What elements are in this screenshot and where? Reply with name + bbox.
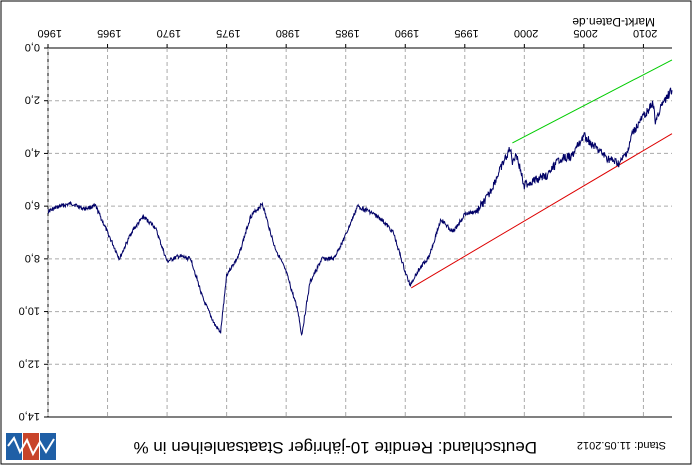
x-tick-label: 2000 bbox=[514, 27, 538, 39]
logo-tile-1 bbox=[6, 433, 22, 460]
upper-trend-line bbox=[512, 59, 673, 144]
x-tick-label: 1965 bbox=[97, 27, 121, 39]
source-label: Markt-Daten.de bbox=[572, 15, 655, 29]
chart-title: Deutschland: Rendite 10-jähriger Staatsa… bbox=[133, 438, 537, 457]
y-tick-label: 10,0 bbox=[19, 305, 40, 317]
x-tick-label: 1970 bbox=[157, 27, 181, 39]
x-tick-label: 1980 bbox=[276, 27, 300, 39]
logo-wave bbox=[7, 436, 55, 457]
y-tick-label: 12,0 bbox=[19, 357, 40, 369]
date-stamp: Stand: 11.05.2012 bbox=[577, 439, 666, 451]
lower-trend-line bbox=[410, 133, 673, 289]
x-tick-label: 1960 bbox=[38, 27, 62, 39]
logo-tile-3 bbox=[40, 433, 56, 460]
series-lines bbox=[47, 59, 673, 336]
x-tick-label: 1985 bbox=[335, 27, 359, 39]
y-tick-label: 6,0 bbox=[25, 199, 40, 211]
y-tick-labels: 0,0 2,0 4,0 6,0 8,0 10,0 12,0 14,0 bbox=[19, 41, 40, 422]
x-tick-labels: 1960 1965 1970 1975 1980 1985 1990 1995 2000 2005… bbox=[38, 27, 658, 39]
x-tick-label: 2005 bbox=[573, 27, 597, 39]
logo bbox=[6, 433, 56, 460]
x-tick-label: 1995 bbox=[454, 27, 478, 39]
y-tick-label: 8,0 bbox=[25, 252, 40, 264]
y-tick-label: 0,0 bbox=[25, 41, 40, 53]
y-tick-label: 4,0 bbox=[25, 146, 40, 158]
x-tick-label: 2010 bbox=[633, 27, 657, 39]
y-tick-label: 14,0 bbox=[19, 410, 40, 422]
x-tick-label: 1990 bbox=[395, 27, 419, 39]
y-tick-label: 2,0 bbox=[25, 94, 40, 106]
x-tick-label: 1975 bbox=[216, 27, 240, 39]
yield-series-line bbox=[47, 87, 673, 336]
